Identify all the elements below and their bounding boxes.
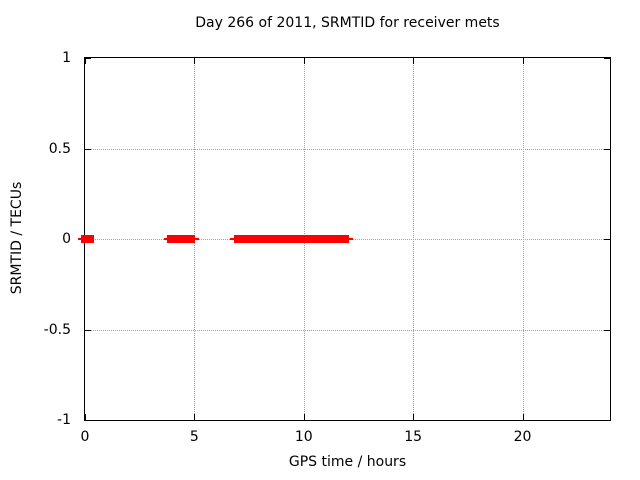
x-tick-top bbox=[413, 58, 415, 64]
y-tick-right bbox=[604, 58, 610, 59]
data-segment-bar bbox=[80, 235, 95, 243]
x-tick-bottom bbox=[413, 414, 415, 420]
x-tick-top bbox=[194, 58, 196, 64]
y-tick-label: 0.5 bbox=[48, 140, 71, 157]
y-tick-right bbox=[604, 148, 610, 150]
x-tick-top bbox=[303, 58, 305, 64]
y-tick-right bbox=[604, 329, 610, 331]
y-tick-left bbox=[85, 420, 91, 421]
x-tick-label: 15 bbox=[404, 429, 423, 445]
x-tick-top bbox=[522, 58, 524, 64]
x-tick-top bbox=[85, 58, 86, 64]
gridline-horizontal bbox=[85, 148, 610, 150]
gridline-horizontal bbox=[85, 329, 610, 331]
x-tick-bottom bbox=[522, 414, 524, 420]
y-tick-left bbox=[85, 329, 91, 331]
x-tick-label: 5 bbox=[189, 429, 199, 445]
y-tick-right bbox=[604, 239, 610, 240]
x-axis-label: GPS time / hours bbox=[288, 454, 407, 470]
y-tick-left bbox=[85, 148, 91, 150]
y-tick-label: 1 bbox=[62, 50, 71, 66]
data-segment-bar bbox=[234, 235, 350, 243]
y-tick-label: 0 bbox=[62, 231, 71, 247]
x-tick-bottom bbox=[194, 414, 196, 420]
y-tick-right bbox=[604, 420, 610, 421]
y-tick-label: -1 bbox=[57, 412, 71, 428]
x-tick-label: 0 bbox=[80, 429, 90, 445]
chart-title: Day 266 of 2011, SRMTID for receiver met… bbox=[195, 15, 500, 31]
plot-area: 0 5 10 15 20 1 0.5 0 -0.5 -1 bbox=[44, 50, 611, 445]
y-tick-left bbox=[85, 58, 91, 59]
data-segment-bar bbox=[167, 235, 196, 243]
x-tick-bottom bbox=[303, 414, 305, 420]
x-tick-label: 20 bbox=[513, 429, 532, 445]
x-tick-label: 10 bbox=[294, 429, 313, 445]
x-tick-bottom bbox=[85, 414, 86, 420]
y-tick-label: -0.5 bbox=[43, 321, 71, 338]
